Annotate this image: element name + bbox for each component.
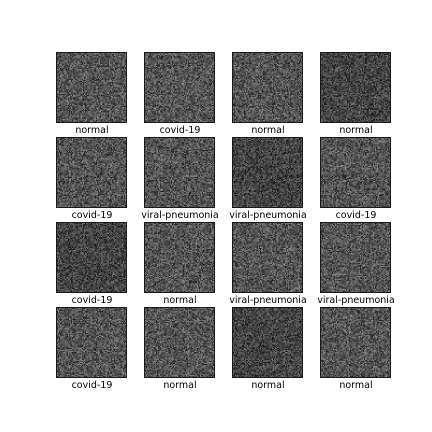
xray-noise-image <box>232 137 303 208</box>
grid-cell: viral-pneumonia <box>224 137 312 223</box>
xray-noise-image <box>232 307 303 378</box>
xray-noise-image <box>320 137 391 208</box>
xray-noise-image <box>144 222 215 293</box>
grid-cell: normal <box>312 307 400 393</box>
grid-cell: normal <box>136 307 224 393</box>
grid-cell: viral-pneumonia <box>224 222 312 308</box>
image-label: viral-pneumonia <box>229 295 307 306</box>
image-label: normal <box>75 125 109 136</box>
image-label: normal <box>251 125 285 136</box>
xray-noise-image <box>232 52 303 123</box>
grid-cell: viral-pneumonia <box>312 222 400 308</box>
grid-cell: normal <box>136 222 224 308</box>
xray-noise-image <box>320 52 391 123</box>
image-label: viral-pneumonia <box>229 210 307 221</box>
grid-cell: covid-19 <box>136 52 224 138</box>
grid-cell: covid-19 <box>48 222 136 308</box>
image-label: normal <box>339 380 373 391</box>
xray-noise-image <box>56 307 127 378</box>
xray-noise-image <box>144 52 215 123</box>
grid-cell: viral-pneumonia <box>136 137 224 223</box>
xray-noise-image <box>56 137 127 208</box>
image-label: covid-19 <box>335 210 377 221</box>
image-label: normal <box>251 380 285 391</box>
image-label: covid-19 <box>71 210 113 221</box>
image-label: covid-19 <box>71 380 113 391</box>
image-label: normal <box>163 295 197 306</box>
grid-cell: covid-19 <box>312 137 400 223</box>
image-label: normal <box>163 380 197 391</box>
grid-cell: normal <box>48 52 136 138</box>
grid-cell: normal <box>224 52 312 138</box>
xray-noise-image <box>144 137 215 208</box>
grid-cell: normal <box>224 307 312 393</box>
image-label: covid-19 <box>71 295 113 306</box>
xray-noise-image <box>320 222 391 293</box>
xray-noise-image <box>232 222 303 293</box>
xray-noise-image <box>56 222 127 293</box>
image-label: normal <box>339 125 373 136</box>
grid-cell: covid-19 <box>48 137 136 223</box>
xray-noise-image <box>320 307 391 378</box>
image-label: viral-pneumonia <box>141 210 219 221</box>
xray-noise-image <box>144 307 215 378</box>
grid-cell: covid-19 <box>48 307 136 393</box>
image-label: viral-pneumonia <box>317 295 395 306</box>
image-label: covid-19 <box>159 125 201 136</box>
grid-cell: normal <box>312 52 400 138</box>
xray-noise-image <box>56 52 127 123</box>
